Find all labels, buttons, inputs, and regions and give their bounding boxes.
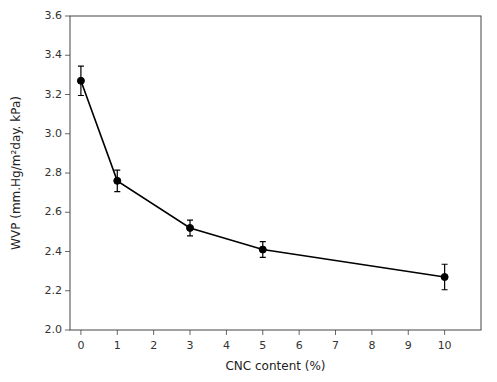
marker (441, 274, 448, 281)
y-tick-label: 2.4 (45, 245, 63, 258)
y-tick (65, 55, 70, 56)
error-bar (260, 242, 266, 258)
x-tick-label: 4 (223, 339, 230, 352)
x-tick-label: 5 (259, 339, 266, 352)
x-tick-label: 7 (332, 339, 339, 352)
y-tick (65, 133, 70, 134)
x-tick-label: 10 (438, 339, 452, 352)
chart: 2.0 2.2 2.4 2.6 2.8 3.0 3.2 3.4 3.6 0 1 2 3 4 5 6 7 8 9 10 C… (0, 0, 497, 382)
error-bar (114, 170, 120, 192)
x-tick (444, 330, 445, 335)
y-axis-label: WVP (mm.Hg/m²day. kPa) (9, 96, 23, 250)
series (77, 66, 448, 290)
y-tick (65, 330, 70, 331)
plot-frame (70, 16, 481, 330)
error-bar (442, 264, 448, 290)
error-bar (78, 66, 84, 95)
x-tick-label: 8 (368, 339, 375, 352)
y-tick-label: 3.2 (45, 88, 63, 101)
y-tick (65, 251, 70, 252)
y-tick-label: 2.0 (45, 323, 63, 336)
x-tick-label: 1 (114, 339, 121, 352)
x-tick-label: 2 (150, 339, 157, 352)
line (81, 81, 445, 277)
y-tick-label: 2.2 (45, 284, 63, 297)
y-tick (65, 94, 70, 95)
y-tick (65, 16, 70, 17)
y-tick-label: 2.6 (45, 205, 63, 218)
y-tick (65, 290, 70, 291)
x-tick (371, 330, 372, 335)
y-tick (65, 173, 70, 174)
x-tick (262, 330, 263, 335)
x-tick (226, 330, 227, 335)
y-tick-label: 3.4 (45, 48, 63, 61)
x-tick-label: 9 (405, 339, 412, 352)
error-bar (187, 220, 193, 236)
marker (114, 177, 121, 184)
x-axis: 0 1 2 3 4 5 6 7 8 9 10 (77, 330, 451, 352)
marker (77, 77, 84, 84)
marker (259, 246, 266, 253)
x-tick (408, 330, 409, 335)
y-axis: 2.0 2.2 2.4 2.6 2.8 3.0 3.2 3.4 3.6 (45, 9, 71, 336)
x-tick (335, 330, 336, 335)
x-tick-label: 6 (296, 339, 303, 352)
y-tick-label: 2.8 (45, 166, 63, 179)
x-axis-label: CNC content (%) (225, 359, 325, 373)
x-tick-label: 0 (77, 339, 84, 352)
x-tick-label: 3 (187, 339, 194, 352)
x-tick (117, 330, 118, 335)
x-tick (190, 330, 191, 335)
x-tick (80, 330, 81, 335)
y-tick-label: 3.0 (45, 127, 63, 140)
x-tick (153, 330, 154, 335)
marker (187, 224, 194, 231)
y-tick-label: 3.6 (45, 9, 63, 22)
y-tick (65, 212, 70, 213)
x-tick (299, 330, 300, 335)
